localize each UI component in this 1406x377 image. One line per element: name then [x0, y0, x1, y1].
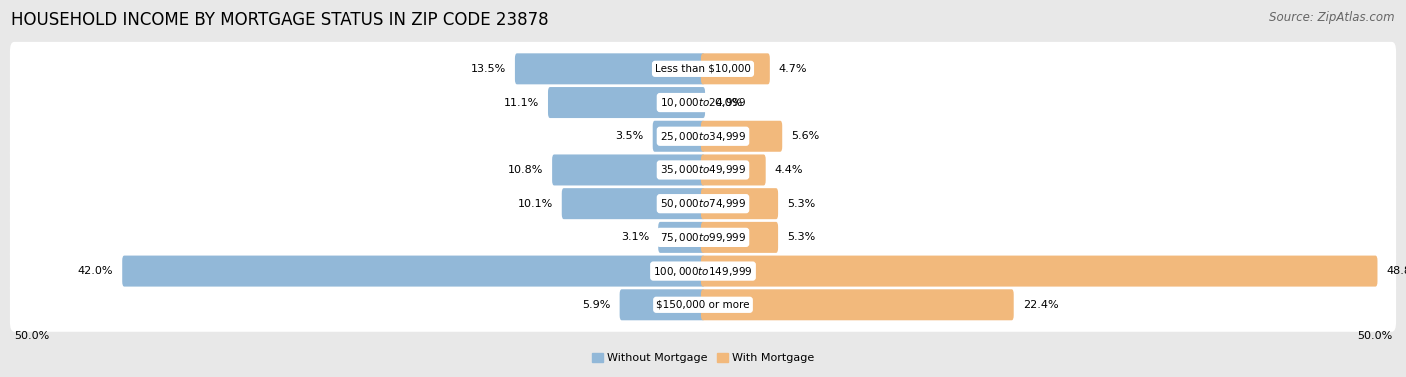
Text: 42.0%: 42.0% [77, 266, 114, 276]
FancyBboxPatch shape [10, 210, 1396, 264]
Text: $100,000 to $149,999: $100,000 to $149,999 [654, 265, 752, 277]
Text: 5.9%: 5.9% [582, 300, 610, 310]
Text: 10.8%: 10.8% [508, 165, 543, 175]
FancyBboxPatch shape [548, 87, 704, 118]
Text: 11.1%: 11.1% [503, 98, 538, 107]
Text: Less than $10,000: Less than $10,000 [655, 64, 751, 74]
FancyBboxPatch shape [10, 42, 1396, 96]
Text: 5.3%: 5.3% [787, 199, 815, 208]
Text: 0.0%: 0.0% [714, 98, 742, 107]
Text: 5.6%: 5.6% [792, 131, 820, 141]
Text: 10.1%: 10.1% [517, 199, 553, 208]
Text: $150,000 or more: $150,000 or more [657, 300, 749, 310]
Text: Source: ZipAtlas.com: Source: ZipAtlas.com [1270, 11, 1395, 24]
FancyBboxPatch shape [553, 155, 704, 185]
FancyBboxPatch shape [10, 278, 1396, 332]
FancyBboxPatch shape [652, 121, 704, 152]
Text: 4.7%: 4.7% [779, 64, 807, 74]
FancyBboxPatch shape [10, 109, 1396, 163]
Legend: Without Mortgage, With Mortgage: Without Mortgage, With Mortgage [592, 353, 814, 363]
Text: 4.4%: 4.4% [775, 165, 803, 175]
FancyBboxPatch shape [562, 188, 704, 219]
FancyBboxPatch shape [702, 256, 1378, 287]
Text: 50.0%: 50.0% [1357, 331, 1392, 341]
FancyBboxPatch shape [702, 53, 770, 84]
Text: $35,000 to $49,999: $35,000 to $49,999 [659, 164, 747, 176]
FancyBboxPatch shape [702, 121, 782, 152]
Text: 13.5%: 13.5% [471, 64, 506, 74]
Text: 3.1%: 3.1% [621, 232, 650, 242]
FancyBboxPatch shape [10, 75, 1396, 130]
FancyBboxPatch shape [10, 177, 1396, 231]
FancyBboxPatch shape [10, 143, 1396, 197]
Text: 48.8%: 48.8% [1386, 266, 1406, 276]
FancyBboxPatch shape [702, 222, 778, 253]
FancyBboxPatch shape [702, 289, 1014, 320]
FancyBboxPatch shape [515, 53, 704, 84]
Text: 50.0%: 50.0% [14, 331, 49, 341]
FancyBboxPatch shape [702, 188, 778, 219]
FancyBboxPatch shape [658, 222, 704, 253]
FancyBboxPatch shape [620, 289, 704, 320]
FancyBboxPatch shape [702, 155, 766, 185]
Text: 22.4%: 22.4% [1022, 300, 1059, 310]
FancyBboxPatch shape [122, 256, 704, 287]
Text: 3.5%: 3.5% [616, 131, 644, 141]
Text: $75,000 to $99,999: $75,000 to $99,999 [659, 231, 747, 244]
Text: $25,000 to $34,999: $25,000 to $34,999 [659, 130, 747, 143]
Text: HOUSEHOLD INCOME BY MORTGAGE STATUS IN ZIP CODE 23878: HOUSEHOLD INCOME BY MORTGAGE STATUS IN Z… [11, 11, 548, 29]
Text: 5.3%: 5.3% [787, 232, 815, 242]
FancyBboxPatch shape [10, 244, 1396, 298]
Text: $50,000 to $74,999: $50,000 to $74,999 [659, 197, 747, 210]
Text: $10,000 to $24,999: $10,000 to $24,999 [659, 96, 747, 109]
